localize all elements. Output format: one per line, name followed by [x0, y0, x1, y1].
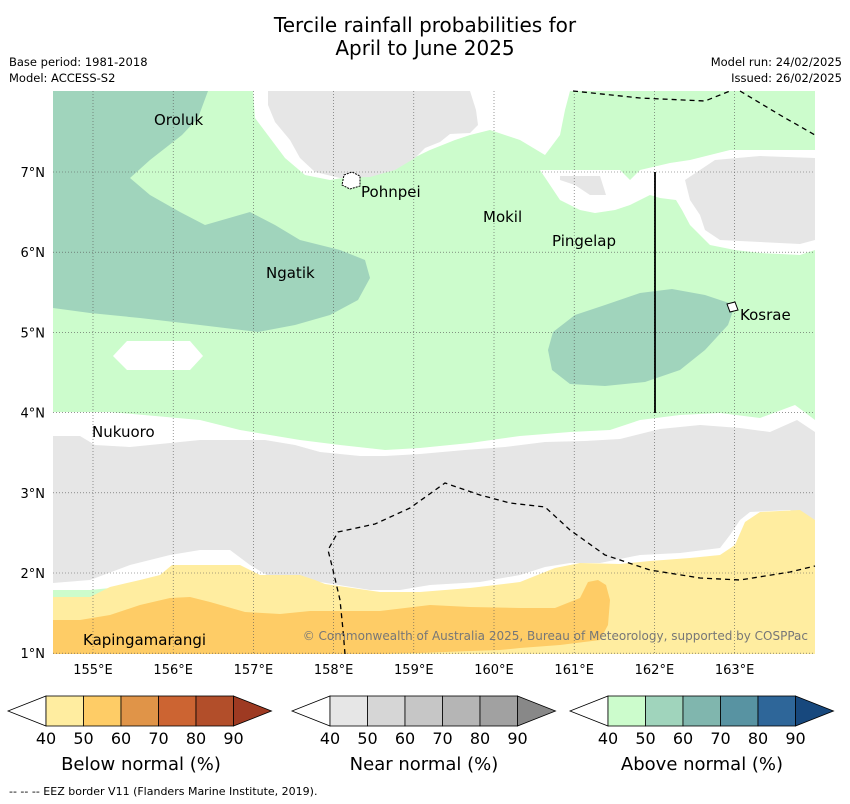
label-pohnpei: Pohnpei [361, 183, 421, 201]
climatology-patch [113, 341, 203, 370]
above-swatch [645, 695, 684, 727]
below-tick: 70 [148, 729, 169, 748]
y-tick-label: 3°N [21, 487, 46, 502]
model-name: Model: ACCESS-S2 [9, 71, 116, 85]
label-kosrae: Kosrae [740, 306, 791, 324]
eez-border-north [572, 90, 731, 102]
x-tick-label: 158°E [314, 663, 354, 678]
below-tick: 80 [185, 729, 207, 748]
eez-border-northeast [739, 90, 816, 136]
below-swatch [158, 695, 197, 727]
x-tick-label: 161°E [554, 663, 594, 678]
below-swatch [83, 695, 122, 727]
label-nukuoro: Nukuoro [92, 423, 155, 441]
above-tick: 50 [635, 729, 656, 748]
near-normal-north [268, 91, 478, 178]
x-tick-label: 163°E [715, 663, 755, 678]
kosrae-island [726, 301, 739, 313]
colorbar-below-title: Below normal (%) [61, 754, 221, 775]
x-axis-ticks: 155°E 156°E 157°E 158°E 159°E 160°E 161°E 162°E… [73, 663, 754, 678]
below-tick: 50 [73, 729, 94, 748]
below-swatch [195, 695, 234, 727]
above-tick: 70 [710, 729, 731, 748]
near-tick: 60 [394, 729, 416, 748]
above-swatch [682, 695, 721, 727]
near-swatch [367, 695, 406, 727]
near-extend-low [290, 695, 331, 727]
x-tick-label: 155°E [73, 663, 113, 678]
eez-footer-note: -- -- -- EEZ border V11 (Flanders Marine… [9, 785, 318, 798]
above-extend-low [568, 695, 609, 727]
pohnpei-island [341, 171, 361, 190]
below-tick: 90 [223, 729, 244, 748]
label-pingelap: Pingelap [552, 232, 616, 250]
near-normal-islet [560, 176, 606, 195]
title-line-2: April to June 2025 [335, 36, 515, 60]
x-tick-label: 157°E [234, 663, 274, 678]
below-extend-high [233, 695, 273, 727]
label-oroluk: Oroluk [154, 111, 203, 129]
near-swatch [479, 695, 518, 727]
above-tick: 60 [672, 729, 694, 748]
y-tick-label: 1°N [21, 647, 46, 662]
y-tick-label: 7°N [21, 166, 46, 181]
above-swatch [720, 695, 759, 727]
above-swatch [607, 695, 646, 727]
near-tick: 80 [469, 729, 491, 748]
near-tick: 50 [357, 729, 378, 748]
y-tick-label: 2°N [21, 567, 46, 582]
above-tick: 80 [747, 729, 769, 748]
above-swatch [757, 695, 796, 727]
map-title: Tercile rainfall probabilities for April… [0, 14, 850, 60]
colorbar-above-title: Above normal (%) [620, 754, 784, 775]
probability-field [53, 91, 815, 654]
x-tick-label: 159°E [394, 663, 434, 678]
near-tick: 90 [507, 729, 528, 748]
near-extend-high [517, 695, 557, 727]
x-tick-label: 160°E [474, 663, 514, 678]
near-normal-south [53, 420, 815, 590]
colorbar-near-title: Near normal (%) [349, 754, 499, 775]
below-normal-60-region [53, 580, 610, 654]
eez-borders [327, 90, 816, 655]
y-tick-label: 4°N [21, 407, 46, 422]
x-tick-label: 156°E [153, 663, 193, 678]
label-kapingamarangi: Kapingamarangi [83, 631, 206, 649]
label-mokil: Mokil [483, 208, 522, 226]
above-normal-60-west [53, 91, 370, 332]
label-ngatik: Ngatik [266, 264, 315, 282]
colorbar-above-normal [568, 695, 835, 727]
below-swatch [45, 695, 84, 727]
near-tick: 40 [319, 729, 341, 748]
above-normal-60-east [548, 289, 735, 386]
title-line-1: Tercile rainfall probabilities for [273, 13, 577, 37]
y-axis-ticks: 7°N 6°N 5°N 4°N 3°N 2°N 1°N [21, 166, 46, 662]
above-extend-high [795, 695, 835, 727]
eez-border-south [327, 482, 816, 655]
colorbar-near-normal [290, 695, 557, 727]
issued-date: Issued: 26/02/2025 [731, 71, 842, 85]
near-swatch [404, 695, 443, 727]
near-swatch [442, 695, 481, 727]
above-tick: 90 [785, 729, 806, 748]
meta-left: Base period: 1981-2018 Model: ACCESS-S2 [9, 54, 148, 86]
near-tick: 70 [432, 729, 453, 748]
y-tick-label: 6°N [21, 246, 46, 261]
y-tick-label: 5°N [21, 326, 46, 341]
below-extend-low [6, 695, 47, 727]
copyright-notice: © Commonwealth of Australia 2025, Bureau… [303, 629, 808, 643]
x-tick-label: 162°E [635, 663, 675, 678]
colorbar-below-normal [6, 695, 273, 727]
below-swatch [120, 695, 159, 727]
above-tick: 40 [597, 729, 619, 748]
meta-right: Model run: 24/02/2025 Issued: 26/02/2025 [711, 54, 842, 86]
near-normal-northeast [685, 156, 815, 244]
below-tick: 40 [35, 729, 57, 748]
below-tick: 60 [110, 729, 132, 748]
model-run: Model run: 24/02/2025 [710, 55, 842, 69]
base-period: Base period: 1981-2018 [9, 55, 148, 69]
near-swatch [329, 695, 368, 727]
